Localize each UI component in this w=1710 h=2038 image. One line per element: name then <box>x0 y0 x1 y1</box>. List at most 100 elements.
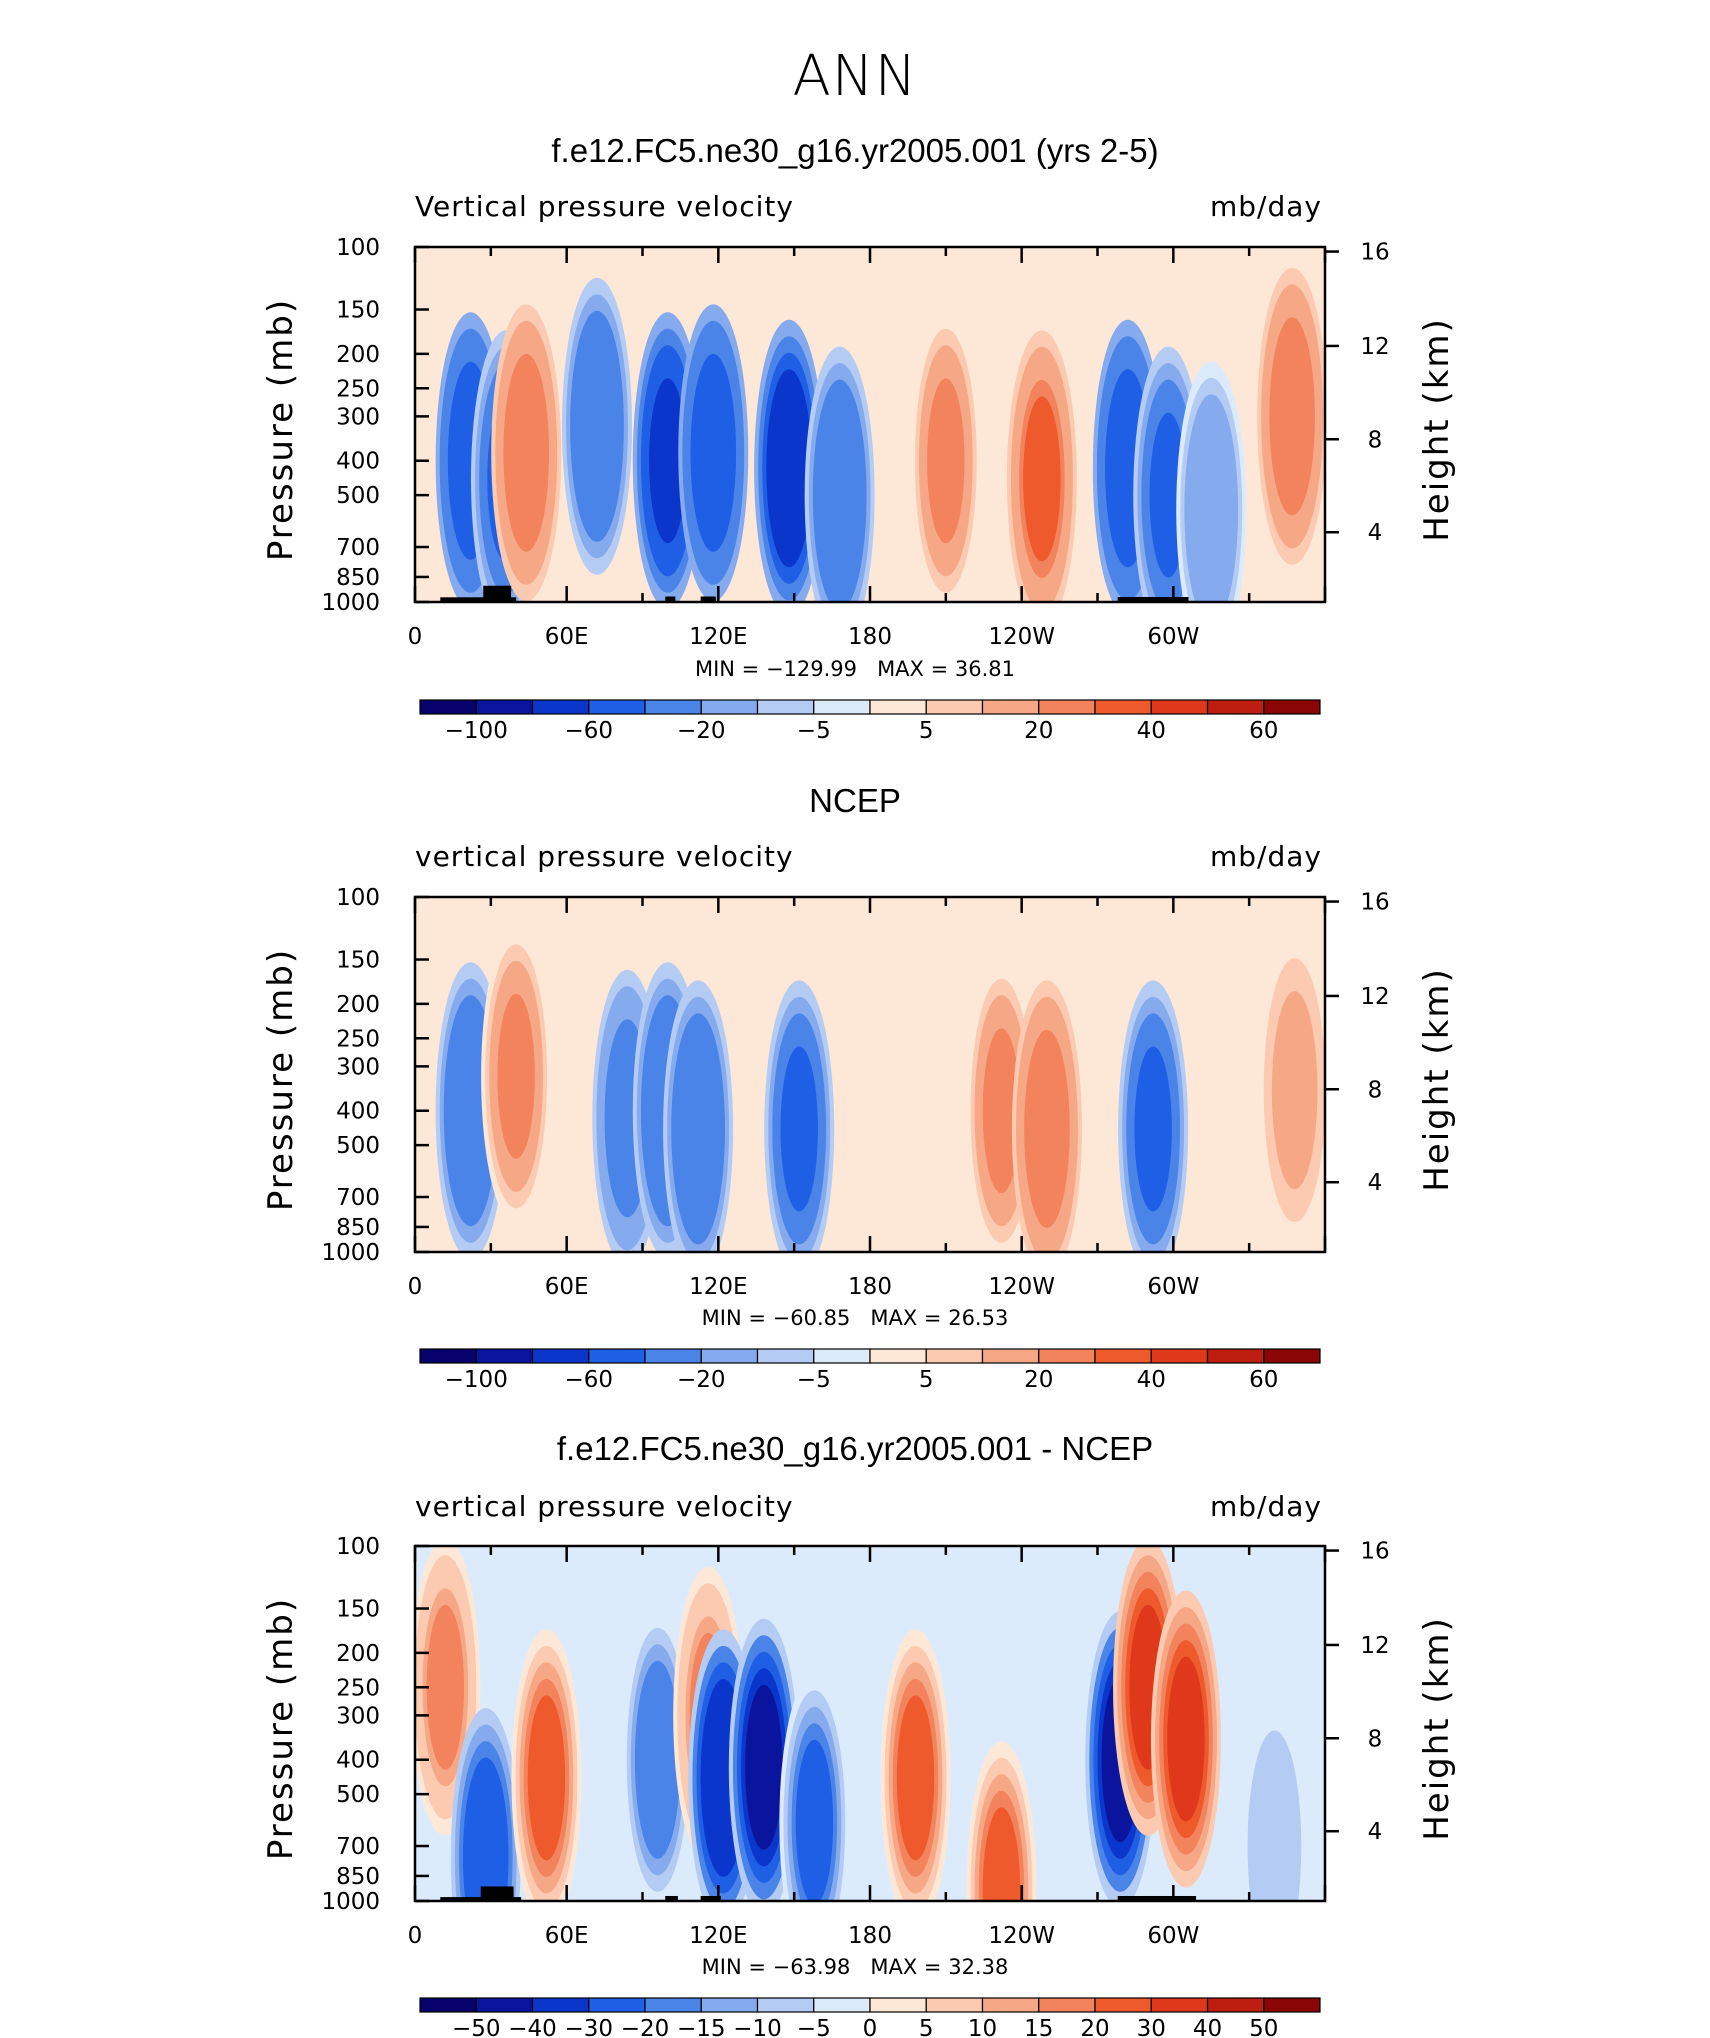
topography-mask <box>665 596 676 602</box>
y-tick-label: 500 <box>336 1782 380 1808</box>
topography-mask <box>665 1895 678 1901</box>
x-tick-label: 120E <box>689 624 747 650</box>
colorbar-box <box>588 699 646 715</box>
y-tick-label: 400 <box>336 449 380 475</box>
colorbar-box <box>1038 1997 1096 2013</box>
contour-feature <box>1167 1656 1205 1822</box>
colorbar-label: 40 <box>1193 2016 1222 2038</box>
x-tick-label: 120W <box>988 1274 1055 1300</box>
panel-2-units-label: mb/day <box>1210 840 1322 873</box>
height-tick-label: 12 <box>1360 334 1389 360</box>
contour-feature <box>1275 1007 1314 1173</box>
panel-3-variable-label: vertical pressure velocity <box>415 1490 794 1523</box>
colorbar-box <box>1094 699 1152 715</box>
y-tick-label: 700 <box>336 535 380 561</box>
y-tick-label: 700 <box>336 1185 380 1211</box>
contour-feature <box>1023 396 1061 562</box>
colorbar-box <box>419 699 477 715</box>
y-axis-label: Pressure (mb) <box>261 948 301 1211</box>
topography-mask <box>440 1897 522 1901</box>
colorbar-box <box>419 1348 477 1364</box>
y-tick-label: 100 <box>336 1534 380 1560</box>
colorbar-box <box>531 1997 590 2013</box>
y-tick-label: 850 <box>336 1215 380 1241</box>
y-axis-right-label: Height (km) <box>1417 1616 1457 1841</box>
colorbar-label: 5 <box>919 718 934 744</box>
colorbar-box <box>475 1348 534 1364</box>
y-tick-label: 300 <box>336 1054 380 1080</box>
panel-2-variable-label: vertical pressure velocity <box>415 840 794 873</box>
x-tick-label: 60W <box>1147 1274 1199 1300</box>
colorbar-box <box>981 699 1040 715</box>
y-tick-label: 150 <box>336 298 380 324</box>
panel-3-title: f.e12.FC5.ne30_g16.yr2005.001 - NCEP <box>556 1430 1154 1467</box>
colorbar-box <box>1150 699 1209 715</box>
colorbar-box <box>475 1997 534 2013</box>
y-tick-label: 400 <box>336 1748 380 1774</box>
contour-feature <box>1192 427 1230 593</box>
colorbar-box <box>925 1997 984 2013</box>
height-tick-label: 4 <box>1368 1170 1383 1196</box>
colorbar-box <box>756 699 815 715</box>
colorbar-box <box>813 1348 871 1364</box>
colorbar-box <box>644 1997 702 2013</box>
x-tick-label: 60E <box>545 624 589 650</box>
colorbar-box <box>1263 1348 1321 1364</box>
y-axis-label: Pressure (mb) <box>261 1597 301 1860</box>
contour-feature <box>1028 1046 1066 1212</box>
colorbar-label: −20 <box>677 718 726 744</box>
colorbar-box <box>925 1348 984 1364</box>
colorbar-label: −15 <box>677 2016 726 2038</box>
colorbar-box <box>588 1348 646 1364</box>
colorbar-box <box>981 1348 1040 1364</box>
contour-feature <box>649 378 687 544</box>
colorbar-label: 20 <box>1024 1367 1053 1393</box>
colorbar-box <box>756 1348 815 1364</box>
y-tick-label: 700 <box>336 1834 380 1860</box>
colorbar-label: 20 <box>1080 2016 1109 2038</box>
height-tick-label: 4 <box>1368 1819 1383 1845</box>
y-tick-label: 500 <box>336 483 380 509</box>
contour-feature <box>1273 333 1311 499</box>
colorbar-label: −60 <box>564 718 613 744</box>
contour-feature <box>638 1677 677 1843</box>
topography-mask <box>1117 1895 1197 1901</box>
contour-feature <box>820 412 859 578</box>
colorbar-box <box>981 1997 1040 2013</box>
colorbar-box <box>1094 1997 1152 2013</box>
panel-1-units-label: mb/day <box>1210 190 1322 223</box>
colorbar-box <box>1206 1348 1265 1364</box>
x-tick-label: 60W <box>1147 1923 1199 1949</box>
colorbar-box <box>869 699 927 715</box>
contour-feature <box>578 343 616 509</box>
colorbar-box <box>419 1997 477 2013</box>
x-tick-label: 180 <box>848 624 892 650</box>
y-tick-label: 850 <box>336 565 380 591</box>
contour-feature <box>694 370 732 536</box>
colorbar-label: −50 <box>452 2016 501 2038</box>
panel-3-colorbar: −50 −40 −30 −20 −15 −10 −5 0 5 10 15 20 30 40 50 <box>419 1997 1321 2038</box>
plot-background <box>415 897 1325 1252</box>
topography-mask <box>483 585 512 602</box>
colorbar-label: −60 <box>564 1367 613 1393</box>
colorbar-box <box>869 1997 927 2013</box>
x-tick-label: 60W <box>1147 624 1199 650</box>
panel-1-variable-label: Vertical pressure velocity <box>415 190 794 223</box>
topography-mask <box>480 1886 514 1901</box>
colorbar-box <box>475 699 534 715</box>
y-tick-label: 150 <box>336 1597 380 1623</box>
colorbar-label: −100 <box>445 718 508 744</box>
x-tick-label: 60E <box>545 1274 589 1300</box>
colorbar-box <box>1094 1348 1152 1364</box>
contour-feature <box>927 378 965 544</box>
colorbar-box <box>588 1997 646 2013</box>
panel-2-colorbar: −100 −60 −20 −5 5 20 40 60 <box>419 1348 1321 1393</box>
height-tick-label: 8 <box>1368 427 1383 453</box>
colorbar-label: 5 <box>919 2016 934 2038</box>
height-tick-label: 16 <box>1360 1539 1389 1565</box>
main-title: ANN <box>792 44 918 109</box>
colorbar-box <box>1206 699 1265 715</box>
y-tick-label: 250 <box>336 1675 380 1701</box>
colorbar-label: −30 <box>564 2016 613 2038</box>
y-tick-label: 500 <box>336 1133 380 1159</box>
